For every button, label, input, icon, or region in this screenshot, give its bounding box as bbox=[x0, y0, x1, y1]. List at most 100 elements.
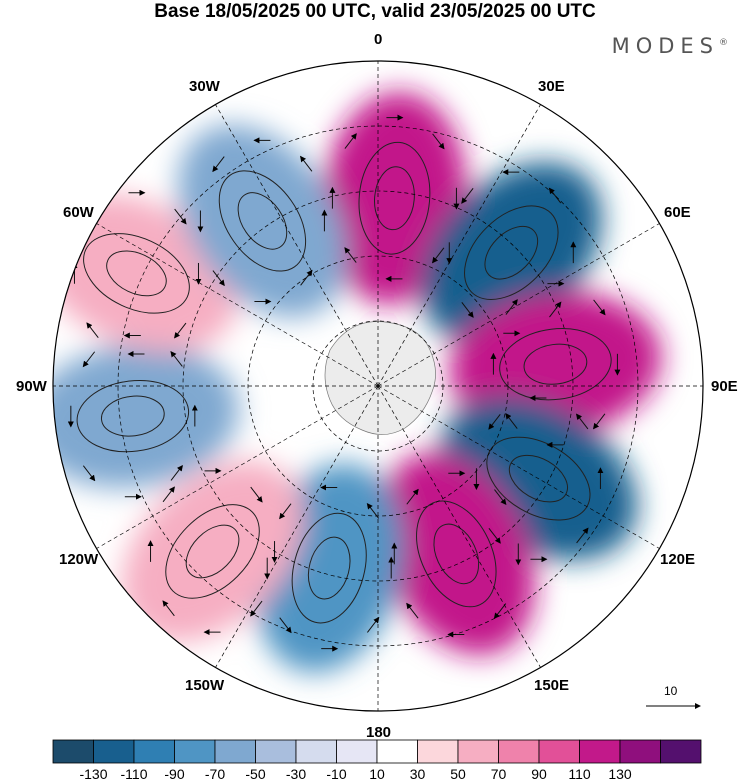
longitude-label-lon-180: 180 bbox=[366, 724, 392, 741]
colorbar-swatch bbox=[214, 739, 256, 764]
meridian-line bbox=[377, 385, 660, 549]
colorbar-swatch bbox=[376, 739, 418, 764]
wind-arrow bbox=[212, 156, 225, 173]
wind-arrow bbox=[576, 413, 589, 430]
wind-arrow bbox=[493, 603, 507, 620]
height-contour bbox=[185, 524, 240, 579]
meridian-line bbox=[96, 223, 379, 387]
colorbar-tick-label: -10 bbox=[326, 766, 347, 782]
wind-arrow bbox=[174, 322, 187, 339]
wind-arrow bbox=[461, 188, 474, 204]
wind-arrow bbox=[488, 527, 501, 544]
height-contour bbox=[523, 343, 588, 385]
height-contour bbox=[165, 504, 260, 599]
wind-arrow bbox=[212, 270, 225, 287]
height-contour bbox=[358, 141, 431, 255]
wind-arrow bbox=[344, 247, 357, 263]
wind-arrow bbox=[432, 133, 445, 150]
colorbar-swatch bbox=[255, 739, 297, 764]
wind-arrow bbox=[592, 413, 606, 430]
wind-arrow bbox=[299, 155, 313, 172]
anomaly-blob bbox=[177, 124, 347, 318]
wind-arrow bbox=[548, 187, 562, 204]
height-contour bbox=[433, 523, 480, 585]
colorbar-swatch bbox=[133, 739, 175, 764]
colorbar-tick-label: 30 bbox=[409, 766, 426, 782]
colorbar-tick-label: -50 bbox=[245, 766, 266, 782]
meridian-line bbox=[377, 104, 541, 387]
wind-arrow bbox=[593, 299, 606, 316]
map-border bbox=[52, 60, 704, 712]
height-contour bbox=[291, 512, 367, 624]
anomaly-blob bbox=[53, 344, 239, 489]
height-contour bbox=[106, 250, 167, 297]
wind-arrow bbox=[82, 351, 96, 368]
height-contour bbox=[374, 166, 415, 231]
colorbar-swatch bbox=[336, 739, 378, 764]
colorbar-swatch bbox=[538, 739, 580, 764]
colorbar-swatch bbox=[417, 739, 459, 764]
longitude-label-lon-60w: 60W bbox=[63, 204, 94, 221]
anomaly-blob bbox=[121, 460, 304, 643]
colorbar-swatch bbox=[660, 739, 702, 764]
colorbar-tick-label: -90 bbox=[164, 766, 185, 782]
wind-arrow bbox=[250, 600, 263, 617]
height-contour bbox=[100, 395, 165, 437]
wind-arrow bbox=[549, 301, 562, 318]
wind-arrow bbox=[86, 322, 99, 339]
colorbar-tick-label: -110 bbox=[120, 766, 148, 782]
registered-mark: ® bbox=[719, 38, 728, 48]
reference-vector-label: 10 bbox=[664, 684, 678, 698]
height-contour bbox=[237, 192, 288, 250]
height-contour bbox=[218, 170, 307, 272]
longitude-label-lon-90e: 90E bbox=[711, 378, 738, 395]
wind-arrow bbox=[505, 413, 518, 429]
colorbar-tick-label: -130 bbox=[79, 766, 108, 782]
colorbar-tick-label: 50 bbox=[450, 766, 466, 782]
meridian-line bbox=[215, 104, 379, 387]
colorbar-tick-label: -30 bbox=[285, 766, 307, 782]
height-contour bbox=[76, 380, 190, 453]
logo-text: MODES bbox=[611, 34, 719, 58]
wind-arrow bbox=[576, 527, 589, 544]
height-contour bbox=[416, 500, 497, 608]
colorbar-tick-label: 70 bbox=[490, 766, 507, 782]
colorbar-swatch bbox=[295, 739, 337, 764]
height-contour bbox=[484, 225, 539, 280]
wind-arrow bbox=[170, 464, 183, 481]
colorbar-tick-label: 90 bbox=[531, 766, 547, 782]
colorbar-tick-label: -70 bbox=[204, 766, 226, 782]
colorbar bbox=[52, 739, 702, 764]
height-contour bbox=[464, 205, 559, 300]
colorbar-tick-label: 130 bbox=[608, 766, 632, 782]
anomaly-blob bbox=[377, 452, 536, 655]
longitude-label-lon-30w: 30W bbox=[189, 78, 220, 95]
longitude-label-lon-90w: 90W bbox=[16, 378, 47, 395]
wind-arrow bbox=[250, 486, 263, 503]
wind-arrow bbox=[162, 600, 175, 617]
wind-arrow bbox=[174, 208, 187, 225]
wind-arrow bbox=[432, 247, 445, 264]
wind-arrow bbox=[344, 133, 357, 149]
colorbar-swatch bbox=[619, 739, 661, 764]
wind-arrow bbox=[367, 616, 380, 633]
colorbar-swatch bbox=[174, 739, 216, 764]
wind-arrow bbox=[279, 503, 292, 520]
wind-arrow bbox=[82, 465, 96, 482]
colorbar-swatch bbox=[93, 739, 135, 764]
longitude-label-lon-150e: 150E bbox=[534, 677, 570, 694]
meridian-line bbox=[377, 223, 660, 387]
wind-streamlines bbox=[67, 114, 621, 652]
wind-arrow bbox=[494, 489, 507, 506]
antarctica-landmass bbox=[324, 321, 436, 435]
wind-arrow bbox=[170, 350, 183, 367]
longitude-label-lon-60e: 60E bbox=[664, 204, 691, 221]
wind-arrow bbox=[406, 602, 419, 619]
meridian-line bbox=[377, 385, 541, 668]
colorbar-swatch bbox=[579, 739, 621, 764]
anomaly-layer bbox=[53, 92, 662, 673]
lat-lon-grid bbox=[53, 61, 703, 711]
colorbar-swatch bbox=[52, 739, 94, 764]
wind-arrow bbox=[279, 617, 292, 634]
